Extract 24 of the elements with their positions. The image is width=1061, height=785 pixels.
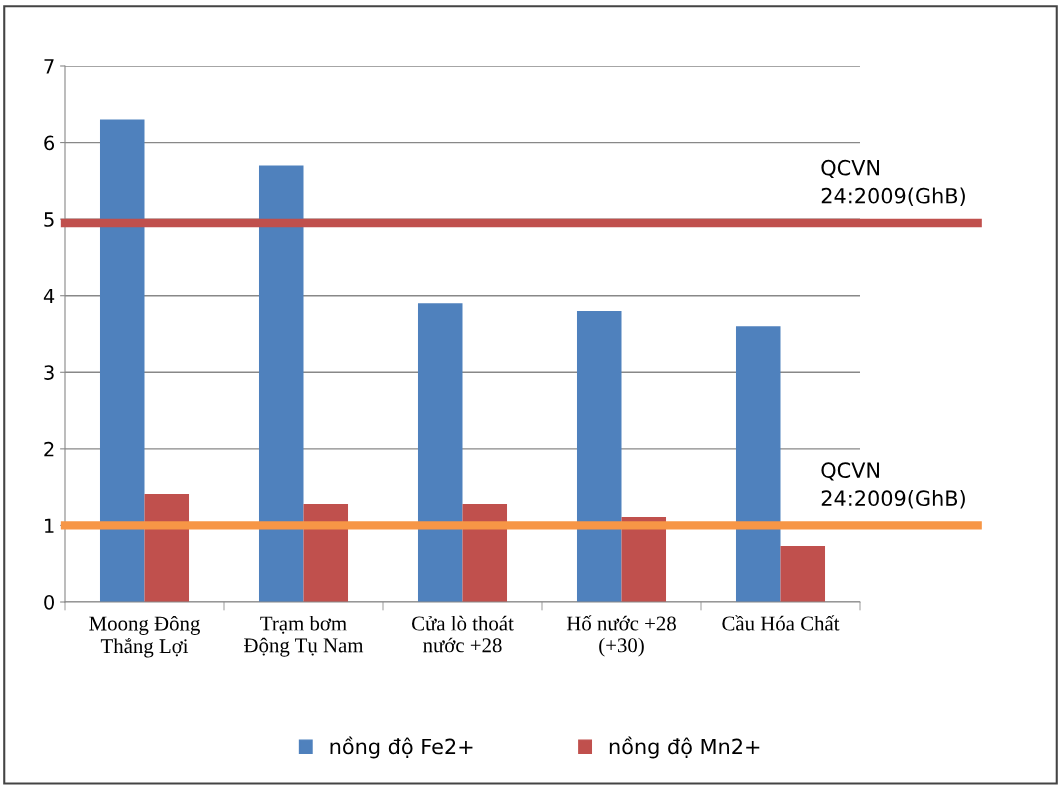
y-tick-label: 0 xyxy=(44,594,54,610)
x-tick-label: Cầu Hóa Chất xyxy=(722,615,840,631)
bar xyxy=(144,494,190,602)
legend-label: nồng độ Fe2+ xyxy=(330,736,473,759)
annotation: QCVN 24:2009(GhB) xyxy=(821,462,965,509)
y-tick-label: 2 xyxy=(44,441,54,457)
y-tick-label: 5 xyxy=(44,212,54,227)
x-tick-label: Cửa lò thoát nước +28 xyxy=(412,615,514,653)
bar xyxy=(576,311,622,602)
y-tick-label: 6 xyxy=(44,135,55,151)
bar xyxy=(99,119,145,602)
annotation: QCVN 24:2009(GhB) xyxy=(821,159,965,207)
x-tick-label: Moong Đông Thắng Lợi xyxy=(89,615,200,658)
bar xyxy=(735,326,781,602)
bar xyxy=(780,546,826,602)
y-tick-label: 1 xyxy=(45,518,54,533)
x-tick-label: Hố nước +28 (+30) xyxy=(566,615,676,657)
bar xyxy=(258,165,304,602)
x-tick-label: Trạm bơm Động Tụ Nam xyxy=(244,615,364,657)
y-tick-label: 4 xyxy=(43,288,55,304)
legend-label: nồng độ Mn2+ xyxy=(609,736,760,759)
bar xyxy=(417,303,463,602)
y-tick-label: 7 xyxy=(44,59,54,74)
y-tick-label: 3 xyxy=(44,365,54,380)
